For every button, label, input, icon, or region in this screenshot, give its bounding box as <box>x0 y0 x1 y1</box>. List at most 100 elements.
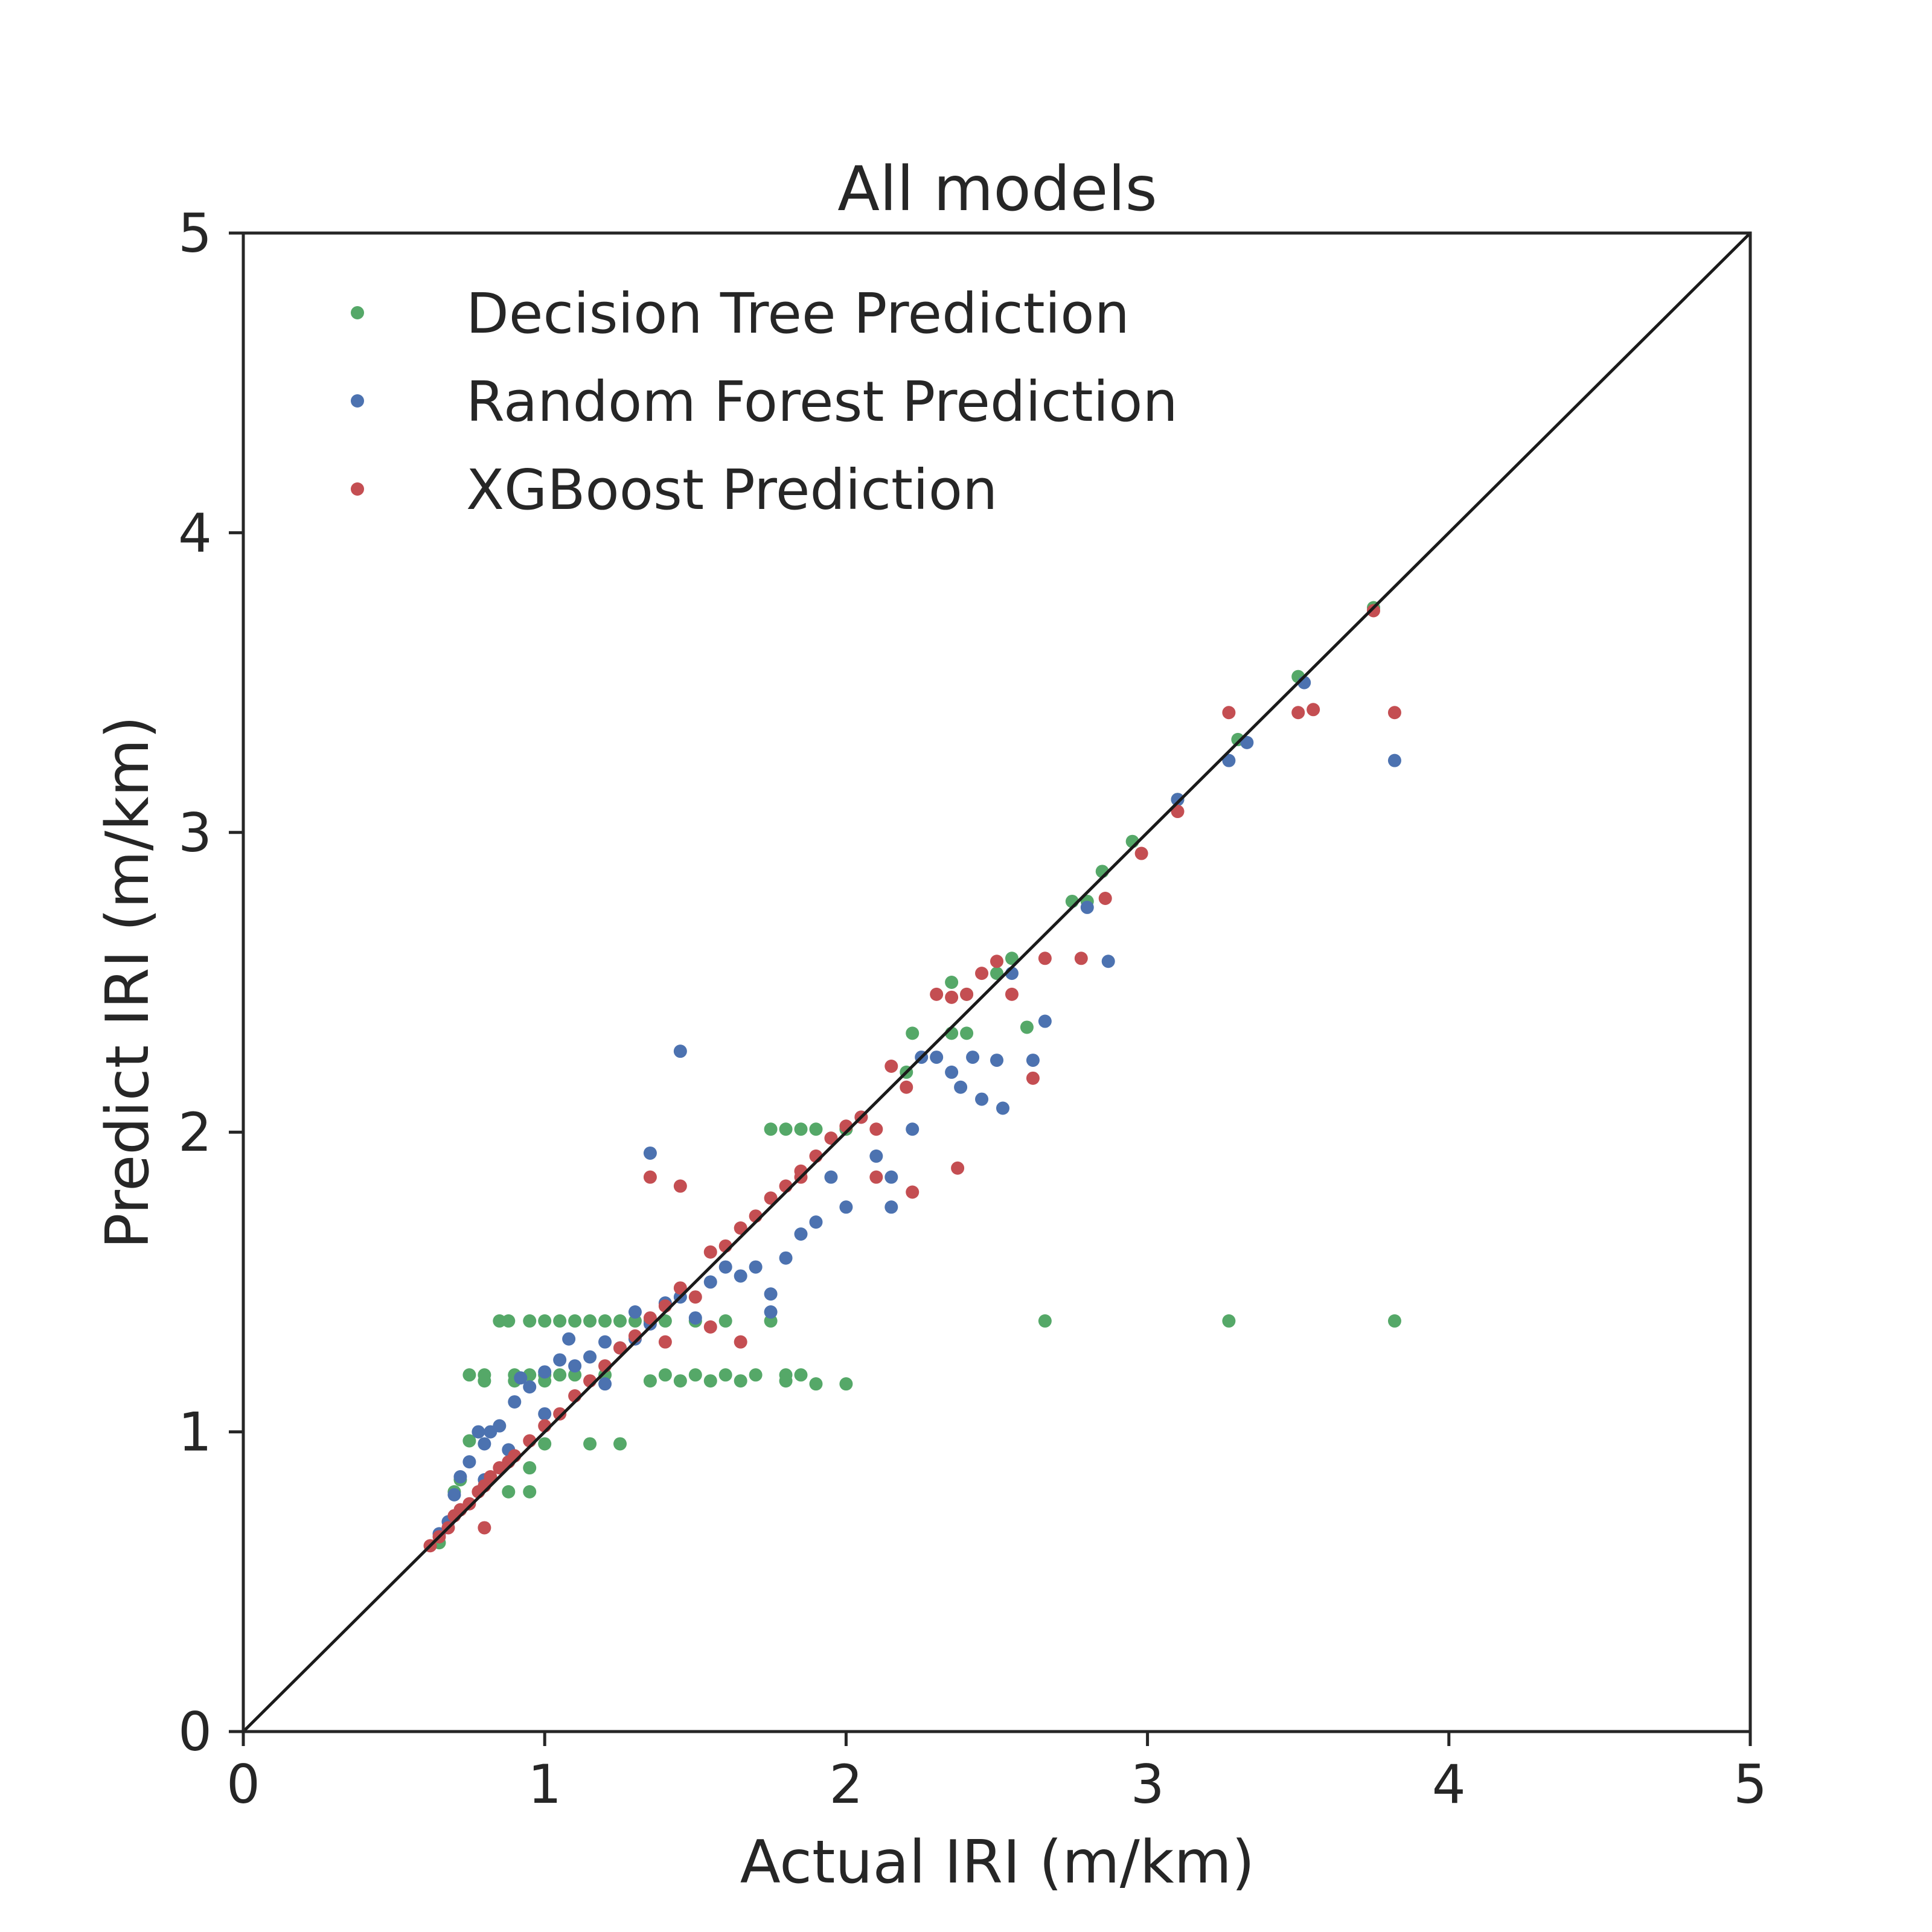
data-point <box>523 1485 537 1499</box>
data-point <box>824 1131 838 1145</box>
data-point <box>568 1314 582 1328</box>
data-point <box>951 1161 965 1175</box>
data-point <box>1038 1014 1052 1028</box>
data-point <box>478 1374 491 1388</box>
data-point <box>1387 753 1401 767</box>
y-tick-label: 0 <box>178 1701 212 1763</box>
data-point <box>966 1051 980 1064</box>
data-point <box>493 1419 507 1433</box>
data-point <box>1038 952 1052 965</box>
data-point <box>794 1368 808 1382</box>
data-point <box>583 1314 597 1328</box>
data-point <box>478 1521 491 1535</box>
y-tick-label: 3 <box>178 802 212 864</box>
data-point <box>884 1170 898 1184</box>
data-point <box>508 1395 522 1409</box>
data-point <box>538 1314 552 1328</box>
data-point <box>1074 952 1088 965</box>
data-point <box>1171 793 1185 807</box>
data-point <box>1101 955 1115 968</box>
y-tick-label: 1 <box>178 1401 212 1463</box>
data-point <box>447 1488 461 1502</box>
data-point <box>764 1122 778 1136</box>
data-point <box>673 1374 687 1388</box>
x-tick-label: 4 <box>1432 1753 1466 1815</box>
data-point <box>794 1122 808 1136</box>
data-point <box>869 1122 883 1136</box>
legend-item: Decision Tree Prediction <box>351 281 1130 346</box>
data-point <box>598 1377 612 1391</box>
data-point <box>996 1101 1009 1115</box>
data-point <box>734 1269 747 1283</box>
data-point <box>658 1368 672 1382</box>
data-point <box>734 1374 747 1388</box>
data-point <box>628 1305 642 1319</box>
data-point <box>538 1407 552 1421</box>
data-point <box>1222 1314 1236 1328</box>
legend-item: Random Forest Prediction <box>351 369 1178 434</box>
y-tick-label: 2 <box>178 1101 212 1163</box>
data-point <box>1387 706 1401 720</box>
data-point <box>472 1425 485 1439</box>
plot-frame <box>242 231 1752 1733</box>
data-point <box>673 1281 687 1295</box>
data-point <box>839 1200 853 1214</box>
data-point <box>749 1260 763 1274</box>
data-point <box>718 1260 732 1274</box>
data-point <box>884 1200 898 1214</box>
data-point <box>945 990 959 1004</box>
data-point <box>809 1377 823 1391</box>
data-point <box>484 1470 497 1484</box>
data-point <box>1026 1071 1040 1085</box>
data-point <box>1134 846 1148 860</box>
legend: Decision Tree Prediction Random Forest Pr… <box>351 281 1178 522</box>
data-point <box>523 1380 537 1394</box>
data-point <box>975 1092 989 1106</box>
data-point <box>1005 987 1019 1001</box>
data-point <box>906 1185 920 1199</box>
data-point <box>734 1221 747 1235</box>
data-point <box>1020 1020 1034 1034</box>
data-point <box>688 1290 702 1304</box>
data-point <box>462 1497 476 1511</box>
data-point <box>643 1311 657 1325</box>
data-point <box>613 1341 627 1355</box>
x-tick-label: 3 <box>1131 1753 1165 1815</box>
data-point <box>553 1314 567 1328</box>
reference-line <box>242 232 1751 1733</box>
data-point <box>462 1455 476 1469</box>
data-point <box>779 1251 793 1265</box>
data-point <box>734 1335 747 1349</box>
data-point <box>688 1311 702 1325</box>
y-axis-label: Predict IRI (m/km) <box>94 716 162 1249</box>
legend-marker <box>351 394 364 408</box>
series-1 <box>432 676 1401 1541</box>
data-point <box>613 1314 627 1328</box>
data-point <box>809 1122 823 1136</box>
data-point <box>553 1353 567 1367</box>
data-point <box>514 1371 528 1385</box>
data-point <box>990 1054 1003 1067</box>
data-point <box>954 1080 968 1094</box>
data-point <box>764 1191 778 1205</box>
data-point <box>568 1359 582 1373</box>
data-point <box>900 1080 913 1094</box>
y-tick-label: 4 <box>178 502 212 564</box>
data-point <box>598 1335 612 1349</box>
legend-label: XGBoost Prediction <box>466 458 997 522</box>
data-point <box>990 967 1003 980</box>
data-point <box>462 1368 476 1382</box>
data-point <box>960 1026 974 1040</box>
x-axis: 0 1 2 3 4 5 <box>226 1732 1767 1815</box>
data-point <box>703 1275 717 1289</box>
data-point <box>839 1377 853 1391</box>
data-point <box>749 1368 763 1382</box>
data-point <box>884 1059 898 1073</box>
data-point <box>1026 1054 1040 1067</box>
x-tick-label: 0 <box>226 1753 260 1815</box>
data-point <box>869 1170 883 1184</box>
x-tick-label: 5 <box>1733 1753 1767 1815</box>
data-point <box>809 1215 823 1229</box>
